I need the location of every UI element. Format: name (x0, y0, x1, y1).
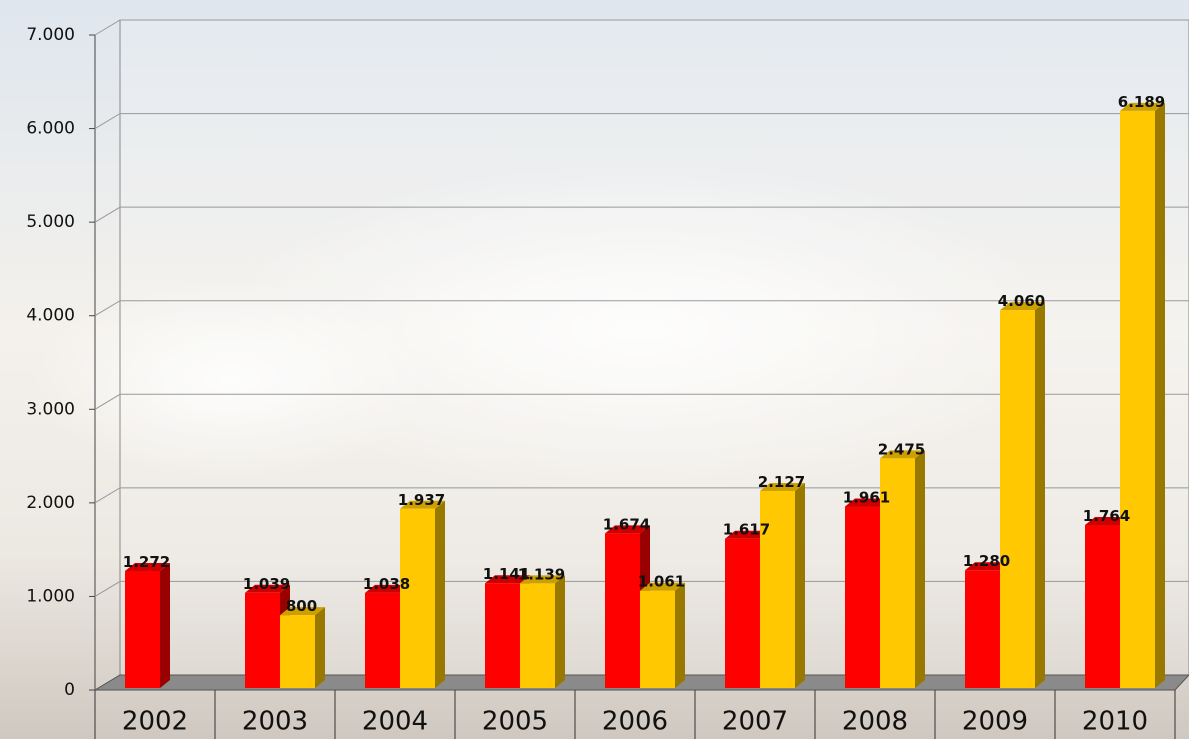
y-tick-label: 6.000 (26, 119, 75, 139)
bar-front (1120, 111, 1155, 688)
bar (880, 450, 925, 688)
value-label: 6.189 (1118, 93, 1165, 111)
value-label: 1.038 (363, 575, 410, 593)
bar-front (1000, 310, 1035, 688)
bar-front (365, 593, 400, 688)
value-label: 1.937 (398, 491, 445, 509)
y-tick-label: 3.000 (26, 399, 75, 419)
x-tick-label: 2008 (842, 707, 908, 737)
bar-front (485, 583, 520, 688)
value-label: 2.475 (878, 440, 925, 458)
x-tick-label: 2002 (122, 707, 188, 737)
y-tick-label: 2.000 (26, 493, 75, 513)
value-label: 1.272 (123, 553, 170, 571)
bar-side (675, 583, 685, 688)
bar-front (965, 570, 1000, 688)
bar (400, 501, 445, 688)
value-label: 1.139 (518, 565, 565, 583)
bar-side (160, 563, 170, 688)
bar-front (605, 533, 640, 688)
bar (280, 607, 325, 688)
x-tick-label: 2004 (362, 707, 428, 737)
x-tick-label: 2003 (242, 707, 308, 737)
bar-side (315, 607, 325, 688)
value-label: 800 (286, 597, 317, 615)
bar-side (795, 483, 805, 688)
bar (640, 583, 685, 688)
x-tick-label: 2005 (482, 707, 548, 737)
value-label: 1.061 (638, 573, 685, 591)
bar-side (1035, 302, 1045, 688)
bar (1000, 302, 1045, 688)
x-tick-label: 2007 (722, 707, 788, 737)
y-tick-label: 4.000 (26, 306, 75, 326)
y-tick-label: 1.000 (26, 586, 75, 606)
y-tick-label: 5.000 (26, 212, 75, 232)
bar-front (280, 615, 315, 688)
bar-front (725, 539, 760, 688)
value-label: 1.674 (603, 515, 650, 533)
bar-side (555, 575, 565, 688)
bar-front (640, 591, 675, 688)
value-label: 1.764 (1083, 507, 1130, 525)
bar-side (435, 501, 445, 688)
bar (520, 575, 565, 688)
bar-front (845, 507, 880, 688)
bar-front (400, 509, 435, 688)
chart: 0 1.000 2.000 3.000 4.000 5.000 6.000 7.000 2002… (0, 0, 1189, 739)
bar (760, 483, 805, 688)
y-tick-label: 7.000 (26, 25, 75, 45)
bar (1120, 103, 1165, 688)
x-tick-label: 2006 (602, 707, 668, 737)
value-label: 1.961 (843, 489, 890, 507)
bar-side (1155, 103, 1165, 688)
value-label: 1.280 (963, 552, 1010, 570)
value-label: 4.060 (998, 292, 1045, 310)
value-label: 2.127 (758, 473, 805, 491)
bar-front (245, 593, 280, 688)
bar (125, 563, 170, 688)
bar-side (915, 450, 925, 688)
y-tick-label: 0 (64, 680, 75, 700)
x-tick-label: 2009 (962, 707, 1028, 737)
value-label: 1.617 (723, 521, 770, 539)
bar-front (125, 571, 160, 688)
value-label: 1.039 (243, 575, 290, 593)
bar-front (520, 583, 555, 688)
bar-front (1085, 525, 1120, 688)
x-tick-label: 2010 (1082, 707, 1148, 737)
